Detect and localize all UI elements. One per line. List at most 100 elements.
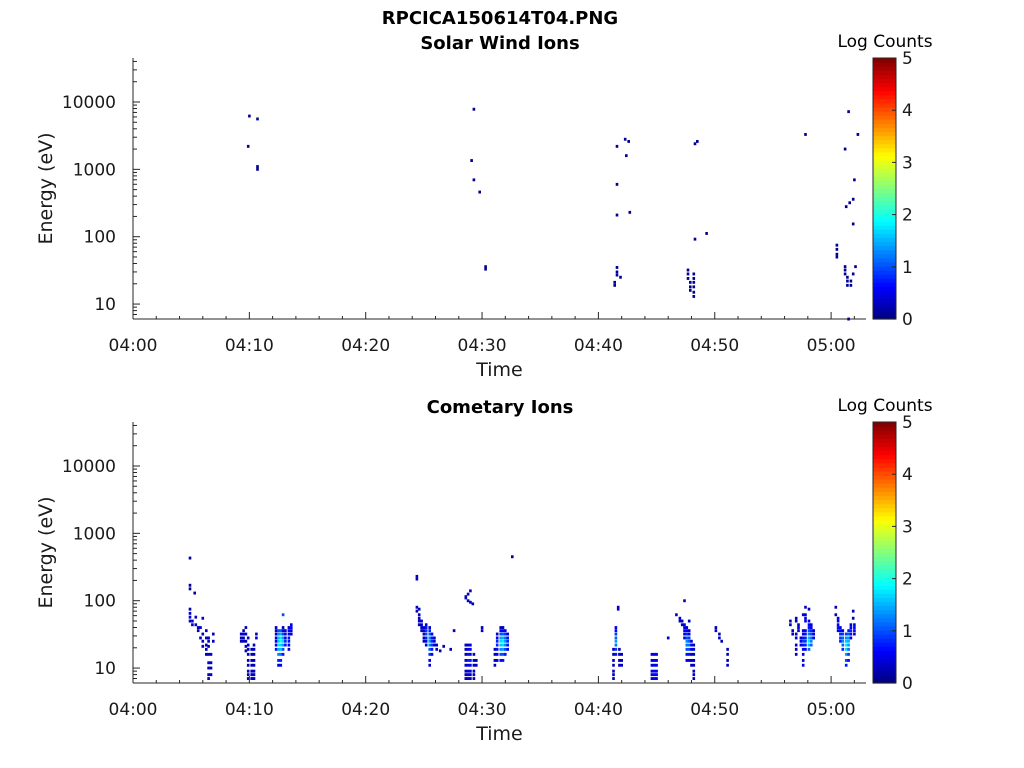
data-cell — [191, 619, 194, 623]
data-cell — [430, 643, 434, 647]
data-cell — [726, 652, 729, 656]
data-cell — [274, 643, 278, 647]
colorbar-segment — [873, 438, 896, 443]
data-cell — [789, 623, 792, 627]
data-cell — [797, 626, 800, 629]
colorbar-segment — [873, 528, 896, 533]
data-cell — [843, 268, 847, 272]
data-cell — [279, 663, 283, 667]
data-cell — [612, 647, 615, 651]
data-cell — [205, 629, 208, 633]
data-cell — [248, 114, 251, 118]
data-cell — [804, 647, 807, 651]
data-cell — [794, 616, 798, 620]
data-cell — [201, 632, 205, 636]
data-cell — [277, 629, 280, 633]
data-cell — [194, 615, 198, 619]
data-cell — [836, 629, 840, 633]
data-cell — [614, 629, 618, 633]
data-cell — [807, 629, 811, 633]
data-cell — [687, 619, 691, 623]
data-cell — [196, 626, 200, 629]
data-cell — [807, 647, 811, 651]
y-tick-label: 10 — [94, 659, 116, 679]
data-cell — [692, 643, 696, 647]
colorbar-segment — [873, 111, 896, 116]
colorbar-frame — [872, 421, 897, 684]
data-cell — [250, 659, 253, 662]
data-cell — [612, 669, 615, 673]
data-cell — [246, 647, 250, 651]
data-cell — [250, 663, 253, 667]
data-cell — [499, 643, 502, 647]
data-cell — [797, 623, 800, 627]
data-cell — [810, 636, 813, 640]
data-cell — [469, 589, 472, 593]
data-cell — [847, 639, 850, 643]
colorbar-tick-label: 2 — [902, 206, 913, 226]
data-cell — [430, 652, 434, 656]
data-cell — [692, 677, 696, 680]
data-cell — [690, 652, 693, 656]
data-cell — [812, 629, 815, 633]
data-cell — [801, 663, 805, 667]
data-cell — [475, 659, 478, 662]
colorbar-tick-label: 4 — [902, 101, 913, 121]
data-cell — [287, 636, 291, 640]
data-cell — [692, 285, 696, 289]
data-cell — [810, 629, 813, 633]
data-cell — [843, 265, 847, 269]
data-cell — [810, 626, 813, 629]
data-cell — [287, 643, 291, 647]
data-cell — [851, 222, 855, 226]
data-cell — [653, 673, 656, 677]
data-cell — [794, 652, 798, 656]
colorbar-segment — [873, 621, 896, 627]
data-cell — [615, 270, 619, 274]
data-cell — [847, 629, 850, 633]
colorbar-segment — [873, 515, 896, 521]
data-cell — [653, 663, 656, 667]
data-cell — [207, 677, 210, 680]
colorbar-segment — [873, 658, 896, 664]
colorbar-segment — [873, 176, 896, 181]
data-cell — [188, 583, 192, 587]
data-cell — [424, 629, 428, 633]
colorbar-segment — [873, 523, 896, 529]
data-cell — [683, 626, 686, 629]
colorbar-segment — [873, 446, 896, 452]
data-cell — [849, 279, 853, 283]
data-cell — [690, 639, 693, 643]
data-cell — [807, 643, 811, 647]
data-cell — [851, 616, 855, 620]
data-cell — [801, 647, 805, 651]
data-cell — [801, 639, 805, 643]
colorbar-segment — [873, 233, 896, 239]
colorbar-tick-label: 3 — [902, 517, 913, 537]
data-cell — [242, 636, 245, 640]
data-cell — [274, 629, 278, 633]
data-cell — [614, 636, 618, 640]
data-cell — [244, 649, 248, 653]
colorbar-segment — [873, 172, 896, 177]
data-cell — [205, 652, 208, 656]
colorbar-segment — [873, 221, 896, 226]
colorbar-segment — [873, 249, 896, 255]
data-cell — [464, 659, 468, 662]
data-cell — [428, 636, 431, 640]
data-cell — [506, 643, 509, 647]
data-cell — [469, 643, 472, 647]
data-cell — [207, 639, 210, 643]
colorbar-segment — [873, 115, 896, 120]
colorbar-segment — [873, 646, 896, 651]
colorbar-segment — [873, 139, 896, 145]
data-cell — [279, 643, 283, 647]
data-cell — [290, 632, 293, 636]
data-cell — [191, 623, 194, 627]
data-cell — [687, 636, 691, 640]
data-cell — [281, 652, 285, 656]
data-cell — [501, 647, 505, 651]
data-cell — [653, 652, 656, 656]
colorbar-segment — [873, 597, 896, 603]
data-cell — [504, 652, 507, 656]
